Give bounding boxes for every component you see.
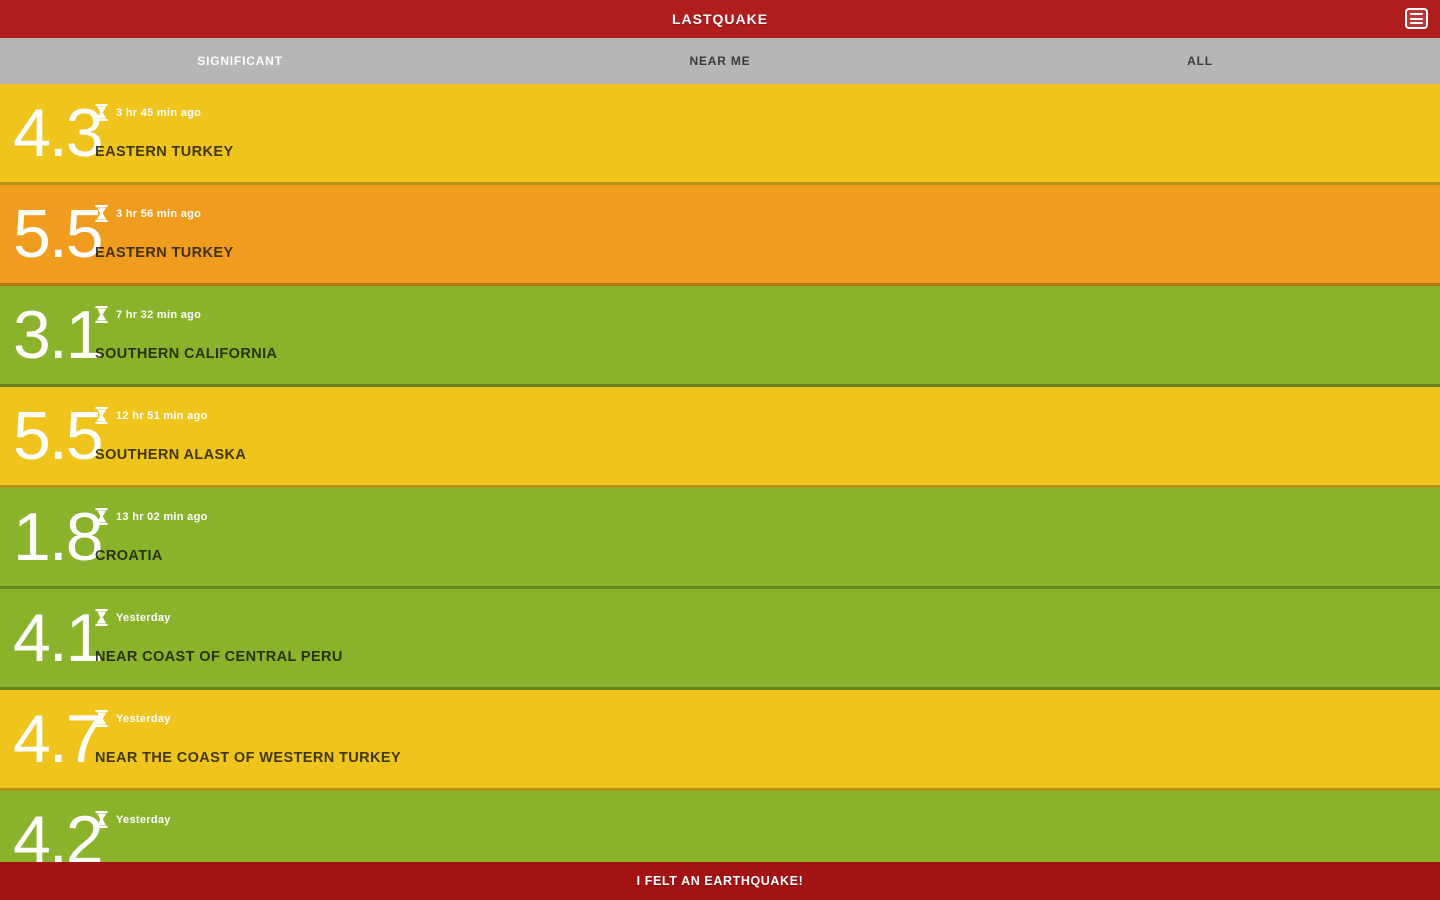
time-ago: Yesterday	[116, 712, 171, 725]
location: SOUTHERN CALIFORNIA	[95, 346, 278, 362]
location: SOUTHERN ALASKA	[95, 447, 247, 463]
hourglass-icon	[95, 811, 108, 828]
tab-bar: SIGNIFICANT NEAR ME ALL	[0, 38, 1440, 84]
time-ago: 7 hr 32 min ago	[116, 308, 202, 321]
location: CROATIA	[95, 548, 163, 564]
hourglass-icon	[95, 205, 108, 222]
felt-earthquake-label: I FELT AN EARTHQUAKE!	[636, 874, 804, 888]
hourglass-icon	[95, 104, 108, 121]
magnitude: 4.3	[13, 95, 104, 171]
felt-earthquake-button[interactable]: I FELT AN EARTHQUAKE!	[0, 862, 1440, 900]
location: NEAR THE COAST OF WESTERN TURKEY	[95, 750, 402, 766]
hourglass-icon	[95, 508, 108, 525]
location: EASTERN TURKEY	[95, 245, 234, 261]
quake-row[interactable]: 4.7 Yesterday NEAR THE COAST OF WESTERN …	[0, 690, 1440, 791]
magnitude: 4.2	[13, 802, 104, 862]
app-title: LASTQUAKE	[671, 11, 769, 27]
location: NEAR COAST OF CENTRAL PERU	[95, 649, 343, 665]
tab-all[interactable]: ALL	[1187, 54, 1213, 68]
hourglass-icon	[95, 407, 108, 424]
tab-near-me[interactable]: NEAR ME	[689, 54, 751, 68]
time-ago: Yesterday	[116, 611, 171, 624]
hourglass-icon	[95, 609, 108, 626]
magnitude: 5.5	[13, 196, 104, 272]
tab-significant[interactable]: SIGNIFICANT	[197, 54, 283, 68]
magnitude: 4.7	[13, 701, 104, 777]
time-ago: 3 hr 56 min ago	[116, 207, 202, 220]
quake-row[interactable]: 5.5 3 hr 56 min ago EASTERN TURKEY	[0, 185, 1440, 286]
magnitude: 1.8	[13, 499, 104, 575]
time-ago: Yesterday	[116, 813, 171, 826]
time-ago: 3 hr 45 min ago	[116, 106, 202, 119]
quake-row[interactable]: 4.2 Yesterday	[0, 791, 1440, 862]
quake-row[interactable]: 5.5 12 hr 51 min ago SOUTHERN ALASKA	[0, 387, 1440, 488]
quake-row[interactable]: 3.1 7 hr 32 min ago SOUTHERN CALIFORNIA	[0, 286, 1440, 387]
hourglass-icon	[95, 306, 108, 323]
hourglass-icon	[95, 710, 108, 727]
app-bar: LASTQUAKE	[0, 0, 1440, 38]
menu-icon[interactable]	[1405, 8, 1428, 29]
location: EASTERN TURKEY	[95, 144, 234, 160]
time-ago: 12 hr 51 min ago	[116, 409, 208, 422]
magnitude: 5.5	[13, 398, 104, 474]
quake-row[interactable]: 1.8 13 hr 02 min ago CROATIA	[0, 488, 1440, 589]
quake-list: 4.3 3 hr 45 min ago EASTERN TURKEY 5.5	[0, 84, 1440, 862]
quake-row[interactable]: 4.3 3 hr 45 min ago EASTERN TURKEY	[0, 84, 1440, 185]
time-ago: 13 hr 02 min ago	[116, 510, 208, 523]
magnitude: 4.1	[13, 600, 104, 676]
quake-row[interactable]: 4.1 Yesterday NEAR COAST OF CENTRAL PERU	[0, 589, 1440, 690]
magnitude: 3.1	[13, 297, 104, 373]
